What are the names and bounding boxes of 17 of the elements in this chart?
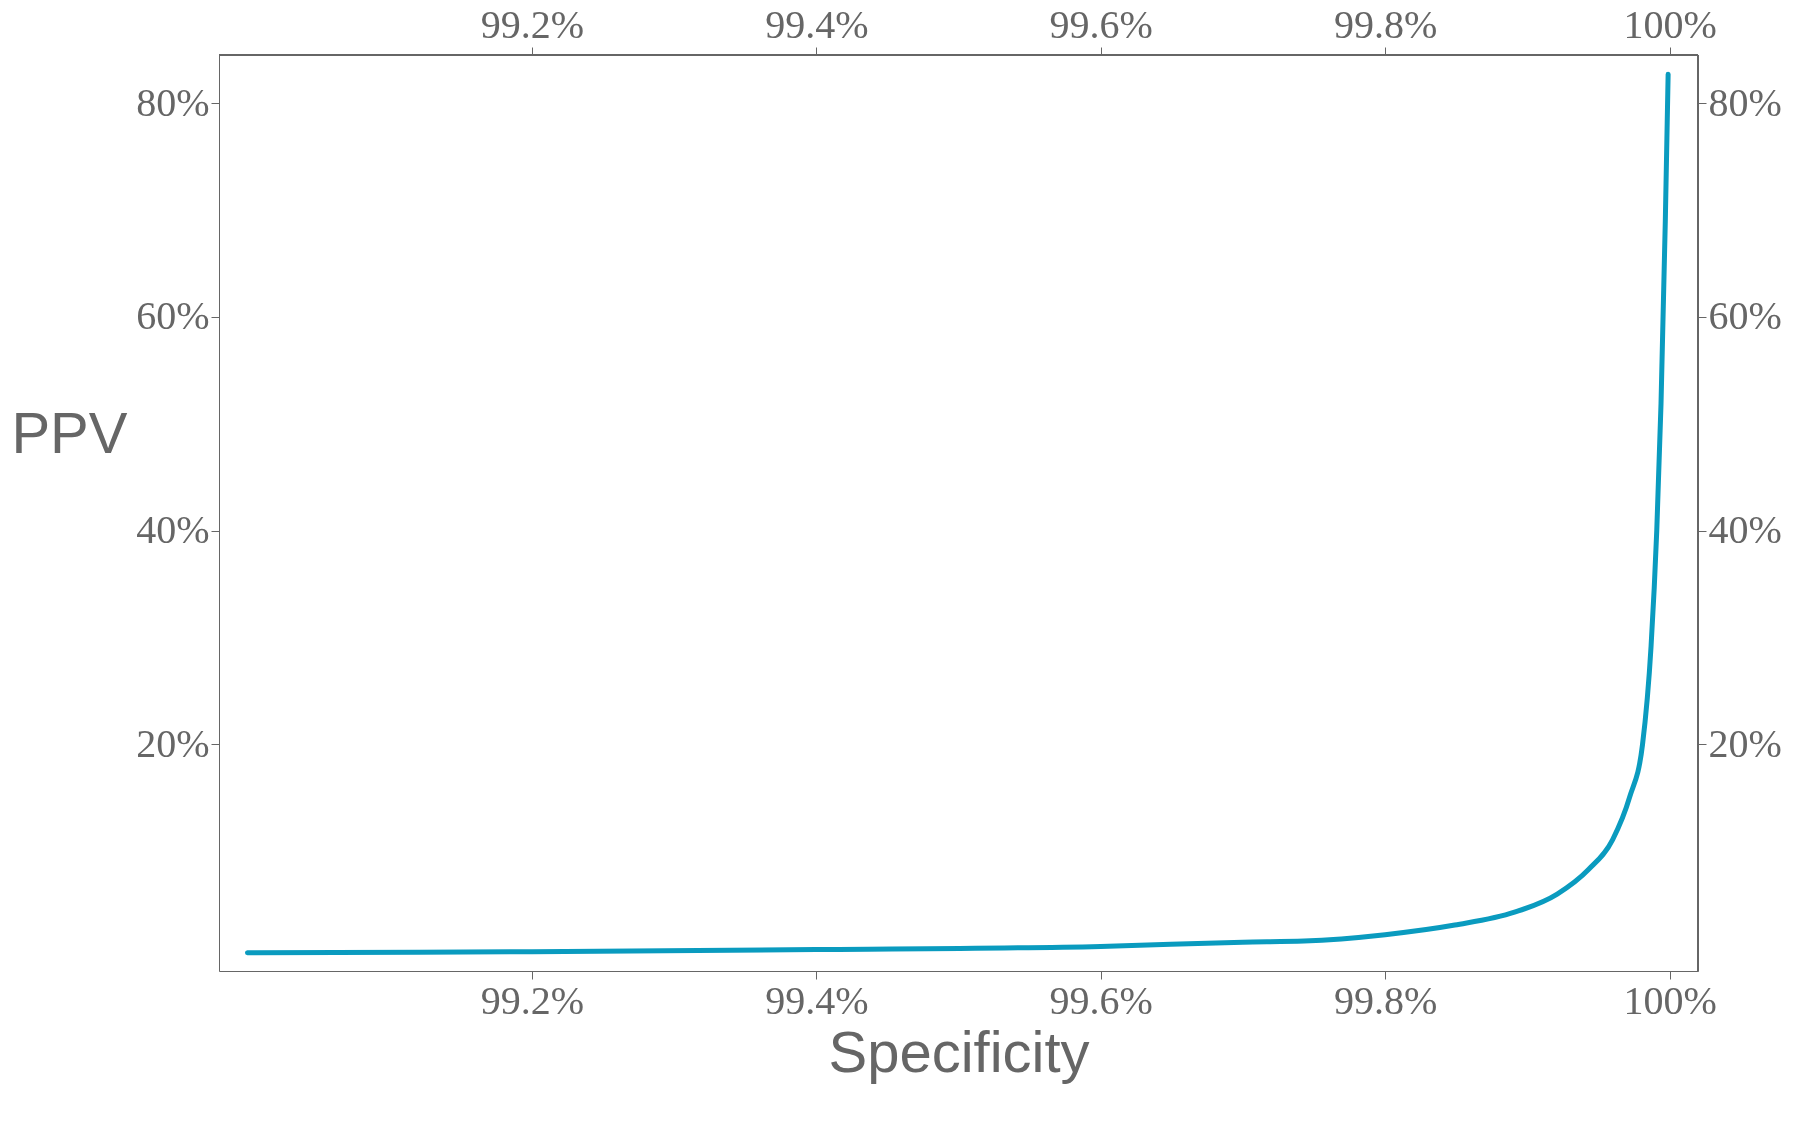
x2-tick-label: 99.6% [1049, 1, 1153, 47]
y-tick-label: 40% [136, 507, 210, 553]
y2-tick-label: 20% [1708, 720, 1782, 766]
y-axis-title: PPV [11, 399, 128, 465]
x2-tick-label: 99.8% [1333, 1, 1438, 47]
y2-tick-label: 80% [1708, 79, 1782, 125]
y2-tick-label: 60% [1708, 293, 1782, 339]
y-tick-label: 60% [136, 293, 210, 339]
y-tick-label: 20% [136, 720, 210, 766]
x-tick-label: 100% [1623, 977, 1717, 1023]
x-tick-label: 99.8% [1333, 977, 1438, 1023]
y-tick-label: 80% [136, 79, 210, 125]
x2-tick-label: 99.2% [480, 1, 585, 47]
x2-tick-label: 99.4% [765, 1, 869, 47]
x2-tick-label: 100% [1623, 1, 1717, 47]
x-tick-label: 99.2% [480, 977, 585, 1023]
y2-tick-label: 40% [1708, 507, 1782, 553]
